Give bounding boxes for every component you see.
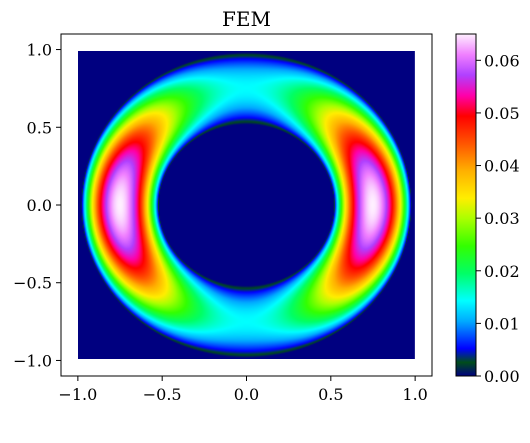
x-tick-label: −0.5 [143,385,182,404]
heatmap-image [78,51,415,359]
colorbar: 0.00 0.01 0.02 0.03 0.04 0.05 0.06 [455,33,520,386]
colorbar-tick-label: 0.03 [484,209,520,228]
y-tick-label: 0.0 [27,196,52,215]
colorbar-tick-label: 0.04 [484,157,520,176]
y-tick-label: −1.0 [13,351,52,370]
x-axis: −1.0 −0.5 0.0 0.5 1.0 [58,376,428,404]
colorbar-fill [456,34,476,376]
y-axis: 1.0 0.5 0.0 −0.5 −1.0 [13,41,61,370]
colorbar-tick-label: 0.05 [484,104,520,123]
colorbar-tick-label: 0.00 [484,367,520,386]
y-tick-label: 1.0 [27,41,52,60]
colorbar-tick-label: 0.02 [484,262,520,281]
colorbar-frame [455,33,477,377]
x-tick-label: −1.0 [58,385,97,404]
chart-title: FEM [222,7,271,31]
colorbar-tick-label: 0.06 [484,51,520,70]
colorbar-ticks: 0.00 0.01 0.02 0.03 0.04 0.05 0.06 [476,51,520,386]
y-tick-label: 0.5 [27,118,52,137]
y-tick-label: −0.5 [13,274,52,293]
x-tick-label: 0.5 [318,385,343,404]
x-tick-label: 0.0 [234,385,259,404]
plot-area [60,33,433,377]
colorbar-tick-label: 0.01 [484,314,520,333]
x-tick-label: 1.0 [402,385,427,404]
heatmap-field [78,51,415,359]
